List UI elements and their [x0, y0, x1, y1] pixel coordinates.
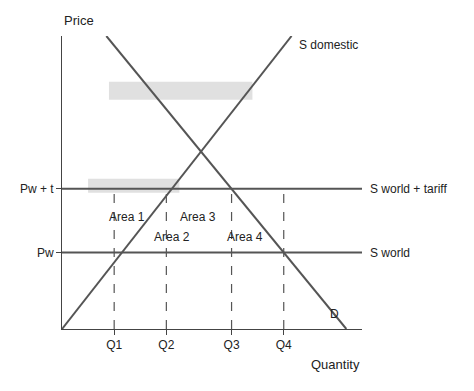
svg-text:Q3: Q3 [224, 338, 240, 352]
svg-text:S world + tariff: S world + tariff [370, 182, 447, 196]
svg-text:D: D [330, 307, 339, 321]
svg-text:Pw + t: Pw + t [20, 182, 54, 196]
svg-text:Area 1: Area 1 [109, 210, 145, 224]
svg-text:Area 4: Area 4 [227, 230, 263, 244]
svg-text:S domestic: S domestic [299, 38, 358, 52]
svg-text:Area 3: Area 3 [180, 210, 216, 224]
svg-text:Q2: Q2 [158, 338, 174, 352]
svg-text:Pw: Pw [37, 246, 54, 260]
svg-text:Area 2: Area 2 [154, 230, 190, 244]
svg-text:S world: S world [370, 246, 410, 260]
svg-text:Quantity: Quantity [311, 357, 360, 372]
svg-text:Price: Price [64, 13, 94, 28]
svg-text:Q4: Q4 [276, 338, 292, 352]
svg-text:Q1: Q1 [106, 338, 122, 352]
